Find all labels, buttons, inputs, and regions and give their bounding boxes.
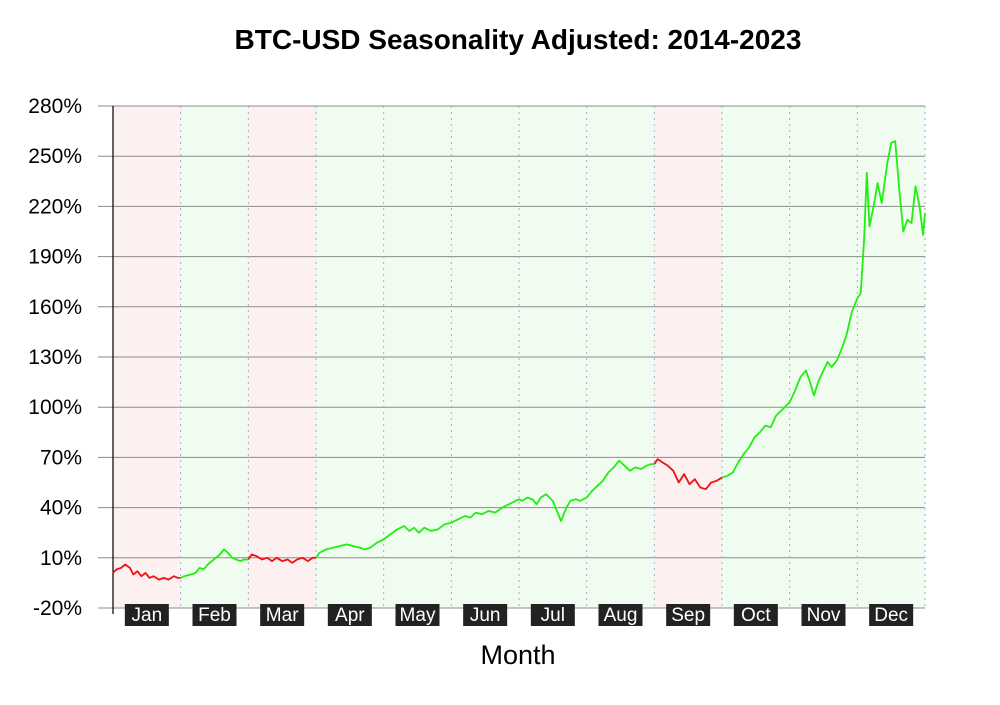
month-label-nov: Nov (801, 604, 846, 626)
month-label-aug: Aug (598, 604, 643, 626)
y-tick-label: 160% (28, 296, 82, 319)
month-label-dec: Dec (869, 604, 914, 626)
month-label-text: Jul (541, 605, 565, 626)
line-segment-may (383, 521, 452, 541)
month-label-box (666, 604, 711, 626)
month-label-text: Dec (874, 605, 908, 626)
line-segment-oct (721, 401, 791, 479)
line-segment-sep (653, 458, 723, 491)
month-label-jul: Jul (530, 604, 575, 626)
seasonality-line (112, 140, 926, 581)
month-label-text: Sep (671, 605, 705, 626)
month-label-box (124, 604, 169, 626)
line-segment-jul (518, 493, 588, 522)
month-label-jan: Jan (124, 604, 169, 626)
line-segment-mar (247, 553, 316, 564)
line-segment-jan (112, 563, 181, 581)
month-label-box (598, 604, 643, 626)
month-label-text: Feb (198, 605, 231, 626)
month-label-text: Jan (132, 605, 163, 626)
y-tick-label: -20% (33, 597, 82, 620)
line-segment-feb (180, 548, 249, 579)
gridlines (98, 105, 925, 609)
month-label-sep: Sep (666, 604, 711, 626)
month-label-text: May (400, 605, 436, 626)
month-label-box (260, 604, 305, 626)
line-segment-apr (315, 538, 385, 559)
y-tick-label: 280% (28, 95, 82, 118)
line-segment-jun (450, 498, 520, 524)
month-label-text: Oct (741, 605, 771, 626)
month-label-may: May (395, 604, 440, 626)
month-label-text: Apr (335, 605, 365, 626)
month-label-box (869, 604, 914, 626)
month-label-text: Nov (807, 605, 841, 626)
x-axis-title: Month (480, 640, 555, 670)
y-tick-label: 70% (40, 446, 82, 469)
month-label-box (530, 604, 575, 626)
month-label-feb: Feb (192, 604, 237, 626)
y-tick-label: 220% (28, 195, 82, 218)
y-tick-label: 40% (40, 497, 82, 520)
month-label-text: Aug (604, 605, 638, 626)
line-segment-nov (788, 298, 859, 403)
line-segment-dec (856, 140, 926, 299)
month-labels: Jan Feb Mar Apr May Jun Jul Aug Sep Oct Nov Dec (124, 604, 914, 626)
y-tick-label: 10% (40, 547, 82, 570)
y-tick-label: 190% (28, 246, 82, 269)
month-label-box (801, 604, 846, 626)
month-label-box (192, 604, 237, 626)
chart-title: BTC-USD Seasonality Adjusted: 2014-2023 (235, 24, 802, 55)
y-tick-label: 100% (28, 396, 82, 419)
month-label-text: Jun (470, 605, 501, 626)
month-label-text: Mar (266, 605, 299, 626)
month-label-box (327, 604, 372, 626)
month-label-mar: Mar (260, 604, 305, 626)
line-segment-aug (585, 459, 655, 499)
y-tick-label: 250% (28, 145, 82, 168)
month-label-apr: Apr (327, 604, 372, 626)
y-tick-label: 130% (28, 346, 82, 369)
month-label-jun: Jun (463, 604, 508, 626)
y-tick-labels: -20% 10% 40% 70% 100% 130% 160% 190% 220% 250% 280… (28, 95, 82, 620)
month-label-box (463, 604, 508, 626)
month-label-box (733, 604, 778, 626)
month-label-oct: Oct (733, 604, 778, 626)
month-label-box (395, 604, 440, 626)
